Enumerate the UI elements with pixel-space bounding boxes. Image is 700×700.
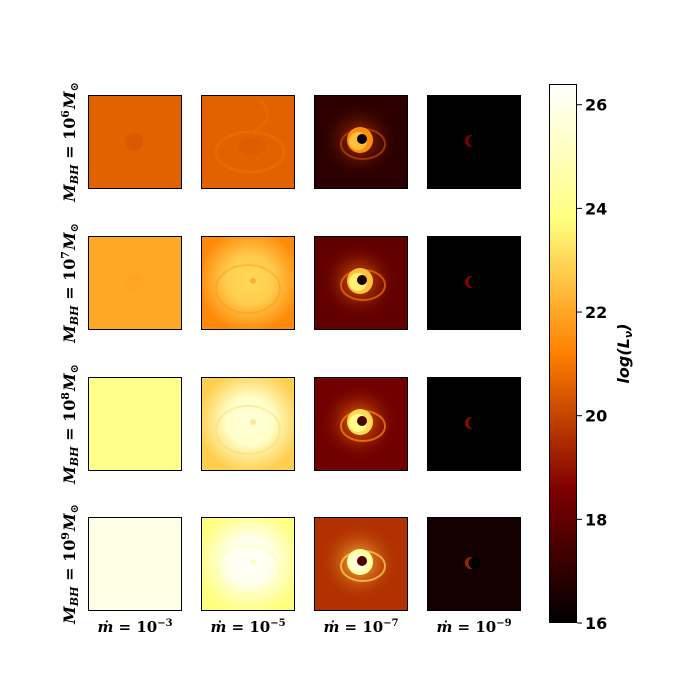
row-label-4: MBH = 109M⊙ [59, 504, 81, 625]
row-label-2: MBH = 107M⊙ [59, 223, 81, 344]
panel-4-3 [314, 517, 408, 611]
panel-4-2 [201, 517, 295, 611]
colorbar-tick-label: 18 [585, 510, 607, 529]
panel-1-2 [201, 95, 295, 189]
column-label-4: ṁ = 10−9 [436, 618, 511, 636]
colorbar-tick-label: 26 [585, 96, 607, 115]
colorbar-frame [549, 84, 577, 623]
colorbar-tick-label: 22 [585, 303, 607, 322]
panel-2-2 [201, 236, 295, 330]
column-labels: ṁ = 10−3 ṁ = 10−5 ṁ = 10−7 ṁ = 10−9 [97, 618, 511, 636]
panel-3-1 [88, 377, 182, 471]
panel-3-2 [201, 377, 295, 471]
column-label-3: ṁ = 10−7 [323, 618, 398, 636]
colorbar: 16 18 20 22 24 26 log(Lν) [549, 84, 635, 633]
colorbar-gradient [549, 84, 577, 623]
row-label-1: MBH = 106M⊙ [59, 82, 81, 203]
column-label-2: ṁ = 10−5 [210, 618, 285, 636]
colorbar-tick-label: 24 [585, 199, 607, 218]
row-label-3: MBH = 108M⊙ [59, 364, 81, 485]
colorbar-tick-label: 16 [585, 614, 607, 633]
panel-2-3 [314, 236, 408, 330]
panel-1-1 [88, 95, 182, 189]
colorbar-label: log(Lν) [614, 323, 635, 383]
column-label-1: ṁ = 10−3 [97, 618, 172, 636]
panel-grid [88, 95, 521, 611]
row-labels: MBH = 106M⊙ MBH = 107M⊙ MBH = 108M⊙ MBH = 1… [59, 82, 81, 625]
panel-4-4 [427, 517, 521, 611]
panel-1-3 [314, 95, 408, 189]
panel-3-3 [314, 377, 408, 471]
colorbar-tick-label: 20 [585, 407, 607, 426]
panel-2-1 [88, 236, 182, 330]
panel-2-4 [427, 236, 521, 330]
panel-1-4 [427, 95, 521, 189]
panel-4-1 [88, 517, 182, 611]
panel-3-4 [427, 377, 521, 471]
